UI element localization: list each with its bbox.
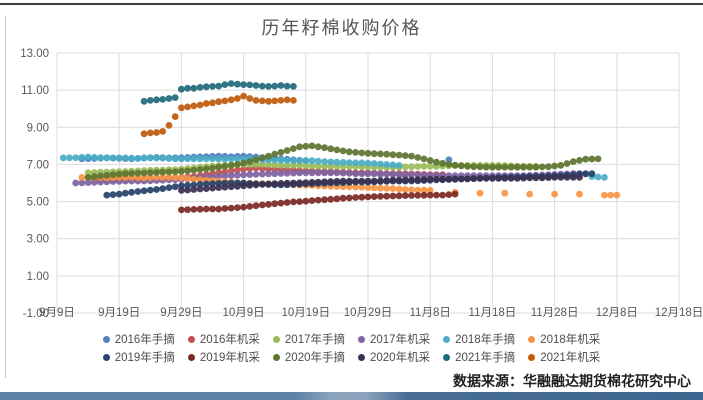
x-tick-label: 9月19日 — [98, 307, 140, 319]
legend-item-2019年手摘: 2019年手摘 — [102, 349, 175, 365]
series-7-points — [178, 190, 459, 214]
y-tick-label: 3.00 — [27, 234, 49, 246]
y-tick-label: 11.00 — [21, 85, 49, 97]
x-tick-label: 9月9日 — [39, 307, 75, 319]
legend-marker-icon — [528, 335, 536, 343]
legend-marker-icon — [272, 353, 280, 361]
legend-item-2018年手摘: 2018年手摘 — [443, 331, 515, 347]
x-axis-tick-labels: 9月9日 9月19日 9月29日 10月9日 10月19日 10月29日 11月8日 11月1… — [39, 307, 703, 319]
y-tick-label: -1.00 — [23, 308, 49, 320]
legend-label: 2020年机采 — [370, 352, 431, 364]
legend: 2016年手摘 2016年机采 2017年手摘 2017年机采 2018年手摘 2018年… — [0, 330, 703, 366]
chart-title: 历年籽棉收购价格 — [261, 18, 422, 38]
legend-label: 2021年手摘 — [455, 352, 516, 364]
legend-label: 2019年机采 — [199, 352, 260, 364]
legend-label: 2018年手摘 — [455, 334, 516, 346]
legend-item-2021年手摘: 2021年手摘 — [443, 349, 515, 365]
legend-marker-icon — [102, 353, 110, 361]
y-tick-label: 1.00 — [27, 271, 49, 283]
legend-label: 2021年机采 — [540, 352, 601, 364]
legend-marker-icon — [358, 353, 365, 361]
x-tick-label: 11月28日 — [531, 307, 579, 319]
x-tick-label: 11月8日 — [410, 307, 451, 319]
legend-marker-icon — [187, 353, 195, 361]
legend-item-2016年手摘: 2016年手摘 — [102, 331, 175, 347]
legend-item-2016年机采: 2016年机采 — [187, 331, 260, 347]
legend-label: 2017年手摘 — [284, 334, 345, 346]
legend-item-2019年机采: 2019年机采 — [187, 349, 260, 365]
x-tick-label: 12月18日 — [655, 307, 703, 319]
legend-item-2017年手摘: 2017年手摘 — [272, 331, 345, 347]
x-tick-label: 10月19日 — [282, 307, 331, 319]
x-tick-label: 11月18日 — [469, 307, 517, 319]
top-border-line — [0, 3, 703, 5]
y-tick-label: 13.00 — [20, 48, 49, 60]
legend-item-2020年机采: 2020年机采 — [358, 349, 430, 365]
x-tick-label: 10月29日 — [344, 307, 393, 319]
legend-marker-icon — [102, 335, 110, 343]
y-axis-tick-labels: 13.00 11.00 9.00 7.00 5.00 3.00 1.00 -1.00 — [20, 48, 49, 320]
legend-item-2020年手摘: 2020年手摘 — [272, 349, 345, 365]
legend-marker-icon — [358, 335, 365, 343]
legend-item-2021年机采: 2021年机采 — [528, 349, 600, 365]
legend-label: 2017年机采 — [370, 334, 431, 346]
legend-label: 2020年手摘 — [284, 352, 345, 364]
legend-marker-icon — [187, 335, 195, 343]
y-tick-label: 7.00 — [27, 159, 49, 171]
series-11-points — [140, 92, 297, 138]
legend-item-2017年机采: 2017年机采 — [358, 331, 430, 347]
legend-marker-icon — [272, 335, 280, 343]
legend-row-2: 2019年手摘 2019年机采 2020年手摘 2020年机采 2021年手摘 2021年… — [0, 348, 703, 366]
left-border-line — [5, 16, 6, 378]
series-10-points — [140, 80, 297, 105]
legend-label: 2016年机采 — [199, 334, 260, 346]
series-9-points — [178, 174, 583, 194]
legend-marker-icon — [443, 335, 451, 343]
bottom-bar — [0, 392, 703, 400]
y-tick-label: 5.00 — [27, 197, 49, 209]
legend-label: 2019年手摘 — [114, 352, 175, 364]
legend-marker-icon — [528, 353, 536, 361]
x-tick-label: 12月8日 — [596, 307, 638, 319]
legend-item-2018年机采: 2018年机采 — [528, 331, 600, 347]
legend-marker-icon — [443, 353, 451, 361]
source-note: 数据来源：华融融达期货棉花研究中心 — [453, 375, 691, 390]
x-tick-label: 9月29日 — [160, 307, 202, 319]
series-8-points — [84, 142, 602, 181]
legend-row-1: 2016年手摘 2016年机采 2017年手摘 2017年机采 2018年手摘 2018年… — [0, 330, 703, 348]
legend-label: 2016年手摘 — [114, 334, 175, 346]
legend-label: 2018年机采 — [540, 334, 601, 346]
x-tick-label: 10月9日 — [223, 307, 265, 319]
y-tick-label: 9.00 — [27, 122, 49, 134]
